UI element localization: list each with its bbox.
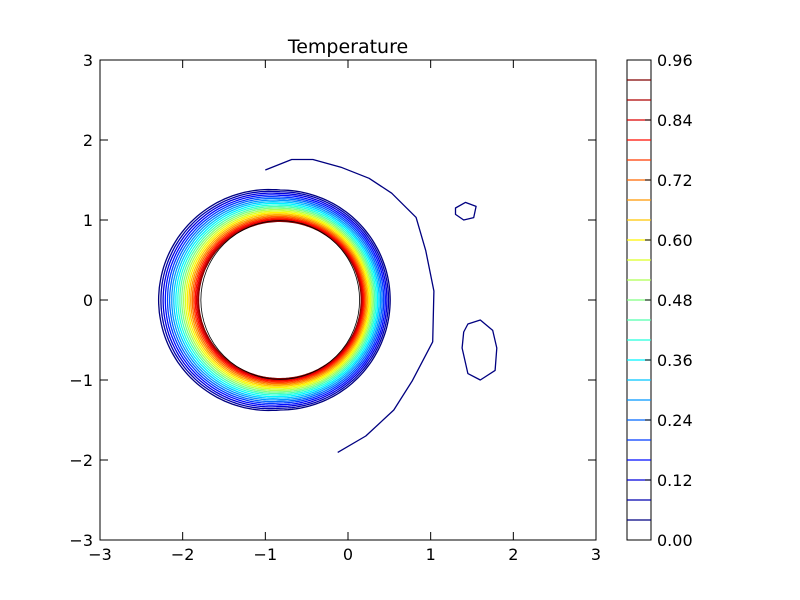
y-tick-label: −3 [69,531,93,550]
contour-level-0.88 [197,220,363,380]
plot-frame [99,59,597,541]
colorbar-tick-label: 0.60 [657,231,693,250]
contour-right-blob-top [454,201,477,221]
contour-level-0.16 [164,194,386,406]
colorbar-ticks: 0.00 0.12 0.24 0.36 0.48 0.60 0.72 0.84 0.96 [645,51,693,550]
contour-level-0.84 [195,219,364,381]
contour-lines [157,158,498,453]
y-tick-label: 0 [83,291,93,310]
contour-level-0.04 [157,188,391,412]
colorbar-tick-label: 0.36 [657,351,693,370]
contour-level-0.60 [186,211,371,389]
contour-level-0.72 [191,215,367,385]
contour-level-0.12 [162,192,388,408]
y-tick-label: 2 [83,131,93,150]
y-tick-label: −2 [69,451,93,470]
colorbar-tick-label: 0.84 [657,111,693,130]
contour-level-0.48 [181,207,375,393]
x-tick-label: −2 [171,545,195,564]
contour-level-0.32 [173,201,380,399]
x-tick-label: 3 [591,545,601,564]
x-tick-label: 2 [508,545,518,564]
x-tick-label: −1 [254,545,278,564]
contour-outer-arc [265,158,435,453]
colorbar: 0.00 0.12 0.24 0.36 0.48 0.60 0.72 0.84 0.96 [626,51,693,550]
contour-right-blob-bottom [461,319,498,381]
contour-level-0.76 [193,217,366,383]
x-tick-label: 1 [426,545,436,564]
chart-title: Temperature [287,36,408,58]
contour-level-0.64 [188,213,369,387]
x-tick-label: −3 [88,545,112,564]
axis-ticks: −3 −2 −1 0 1 2 3 −3 −2 −1 0 1 2 3 [69,51,601,564]
contour-level-0.56 [184,210,372,390]
colorbar-tick-label: 0.12 [657,471,693,490]
colorbar-tick-label: 0.96 [657,51,693,70]
plot-area: −3 −2 −1 0 1 2 3 −3 −2 −1 0 1 2 3 [69,51,601,564]
contour-level-0.68 [190,214,368,386]
y-tick-label: 1 [83,211,93,230]
colorbar-tick-label: 0.48 [657,291,693,310]
inner-boundary [200,220,360,380]
contour-level-0.20 [166,196,385,404]
colorbar-level-lines [627,79,651,521]
y-tick-label: −1 [69,371,93,390]
contour-level-0.08 [160,190,390,410]
contour-level-0.28 [171,199,382,401]
contour-level-0.52 [183,208,373,392]
colorbar-tick-label: 0.00 [657,531,693,550]
contour-level-0.40 [177,204,377,396]
contour-level-0.44 [179,205,376,395]
contour-level-0.24 [168,197,383,403]
contour-level-0.80 [194,218,365,382]
contour-level-0.36 [175,202,379,398]
colorbar-tick-label: 0.72 [657,171,693,190]
y-tick-label: 3 [83,51,93,70]
colorbar-tick-label: 0.24 [657,411,693,430]
x-tick-label: 0 [343,545,353,564]
